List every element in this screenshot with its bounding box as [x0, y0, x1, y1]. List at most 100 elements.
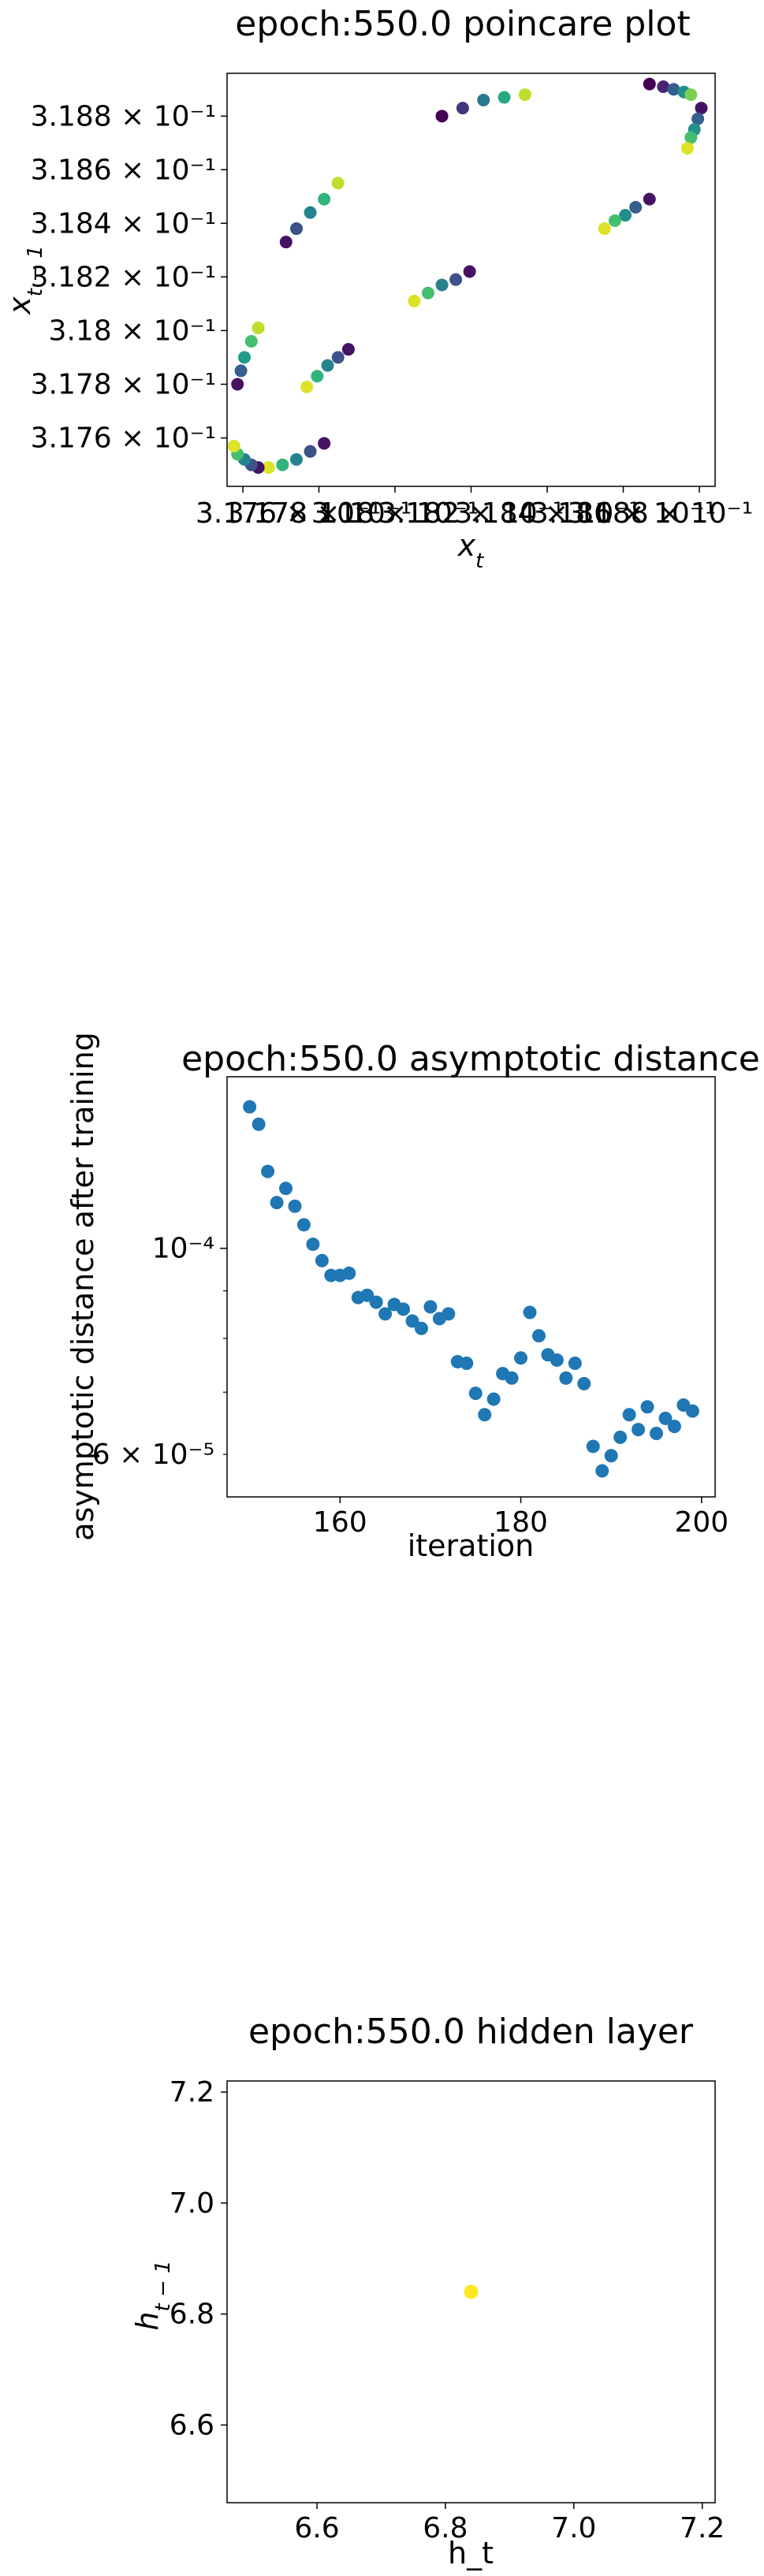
data-point — [421, 286, 434, 300]
data-point — [369, 1295, 383, 1309]
data-point — [695, 102, 708, 115]
data-point — [318, 437, 331, 450]
data-point — [331, 351, 345, 364]
data-point — [289, 452, 303, 466]
x-tick-label: 3.188 × 10⁻¹ — [568, 497, 753, 530]
data-point — [456, 102, 469, 115]
data-point — [234, 364, 248, 378]
y-tick-label: 3.188 × 10⁻¹ — [31, 100, 216, 132]
y-tick-label: 3.18 × 10⁻¹ — [49, 315, 216, 347]
data-point — [498, 91, 511, 104]
data-point — [414, 1321, 428, 1335]
data-point — [270, 1196, 284, 1210]
plot-frame — [226, 73, 716, 487]
data-point — [577, 1376, 591, 1390]
data-point — [604, 1449, 618, 1463]
data-point — [684, 131, 698, 144]
y-axis-label: ht − 1 — [130, 2260, 175, 2330]
data-point — [632, 1423, 646, 1437]
data-point — [423, 1300, 438, 1314]
y-tick-label: 3.186 × 10⁻¹ — [31, 154, 216, 186]
y-axis-ticks: 6.6 6.8 7.0 7.2 — [170, 2076, 227, 2441]
data-point — [252, 321, 265, 334]
x-tick-label: 3.184 × 10⁻¹ — [454, 497, 639, 530]
data-point — [244, 334, 258, 348]
data-point — [684, 88, 698, 102]
data-point — [304, 206, 317, 219]
data-point — [505, 1371, 519, 1385]
data-point — [598, 222, 611, 236]
data-point — [477, 93, 490, 106]
data-point — [262, 461, 275, 475]
x-axis-label: iteration — [408, 1528, 535, 1563]
data-point — [608, 214, 621, 227]
data-point — [296, 1218, 311, 1232]
data-point — [518, 88, 531, 102]
data-point — [680, 142, 694, 155]
x-axis-label: xt — [457, 528, 485, 573]
data-point — [435, 278, 449, 292]
data-point — [463, 265, 476, 278]
data-point — [300, 380, 314, 393]
x-tick-label: 6.8 — [423, 2512, 468, 2544]
poincare-points — [227, 77, 708, 475]
y-tick-label: 3.184 × 10⁻¹ — [31, 207, 216, 240]
x-axis-label: h_t — [448, 2536, 494, 2570]
chart-title: epoch:550.0 hidden layer — [248, 2012, 694, 2052]
x-tick-label: 3.182 × 10⁻¹ — [378, 497, 564, 530]
data-point — [311, 370, 324, 383]
data-point — [279, 236, 293, 249]
data-point — [629, 200, 643, 214]
data-point — [315, 1253, 329, 1268]
y-tick-label: 6.6 — [170, 2409, 214, 2441]
data-point — [318, 192, 331, 206]
data-point — [252, 1117, 266, 1131]
data-point — [288, 1199, 302, 1213]
data-point — [289, 222, 303, 236]
data-point — [408, 294, 421, 307]
data-point — [306, 1238, 320, 1252]
distance-points — [243, 1100, 699, 1478]
data-point — [691, 112, 705, 125]
y-axis-ticks: 10⁻⁴ 6 × 10⁻⁵ — [92, 1233, 227, 1471]
data-point — [468, 1387, 483, 1401]
data-point — [378, 1307, 393, 1321]
data-point — [559, 1371, 573, 1385]
data-point — [243, 1100, 257, 1114]
x-tick-label: 6.6 — [294, 2512, 339, 2544]
plot-frame — [226, 1076, 716, 1498]
data-point — [649, 1426, 663, 1440]
data-point — [442, 1307, 456, 1321]
data-point — [619, 209, 632, 222]
data-point — [341, 343, 355, 356]
y-tick-label: 3.176 × 10⁻¹ — [31, 423, 216, 455]
data-point — [643, 192, 656, 206]
hidden-layer-points — [464, 2284, 479, 2299]
hidden-layer-chart: epoch:550.0 hidden layer 6.6 6.8 7.0 7.2 6.… — [130, 2012, 725, 2570]
data-point — [514, 1351, 528, 1365]
data-point — [486, 1392, 501, 1406]
data-point — [227, 439, 240, 452]
poincare-chart: epoch:550.0 poincare plot 3.176 × 10⁻¹3.… — [2, 4, 753, 573]
y-axis-label: asymptotic distance after training — [65, 1032, 100, 1541]
y-tick-label: 10⁻⁴ — [152, 1233, 214, 1265]
data-point — [435, 110, 449, 123]
x-axis-ticks: 160 180 200 — [313, 1497, 729, 1539]
y-tick-label: 7.0 — [170, 2187, 214, 2220]
data-point — [237, 351, 251, 364]
data-point — [622, 1408, 636, 1422]
x-tick-label: 7.0 — [551, 2512, 596, 2544]
data-point — [321, 359, 334, 372]
data-point — [261, 1164, 275, 1178]
y-tick-label: 7.2 — [170, 2076, 214, 2109]
x-tick-label: 7.2 — [680, 2512, 725, 2544]
data-point — [685, 1404, 699, 1418]
data-point — [449, 273, 463, 286]
x-tick-label: 3.18 × 10⁻¹ — [311, 497, 479, 530]
plot-frame — [226, 2080, 716, 2503]
chart-title: epoch:550.0 asymptotic distance — [181, 1039, 760, 1079]
data-point — [460, 1357, 474, 1371]
x-tick-label: 180 — [494, 1506, 548, 1539]
data-point — [304, 445, 317, 458]
